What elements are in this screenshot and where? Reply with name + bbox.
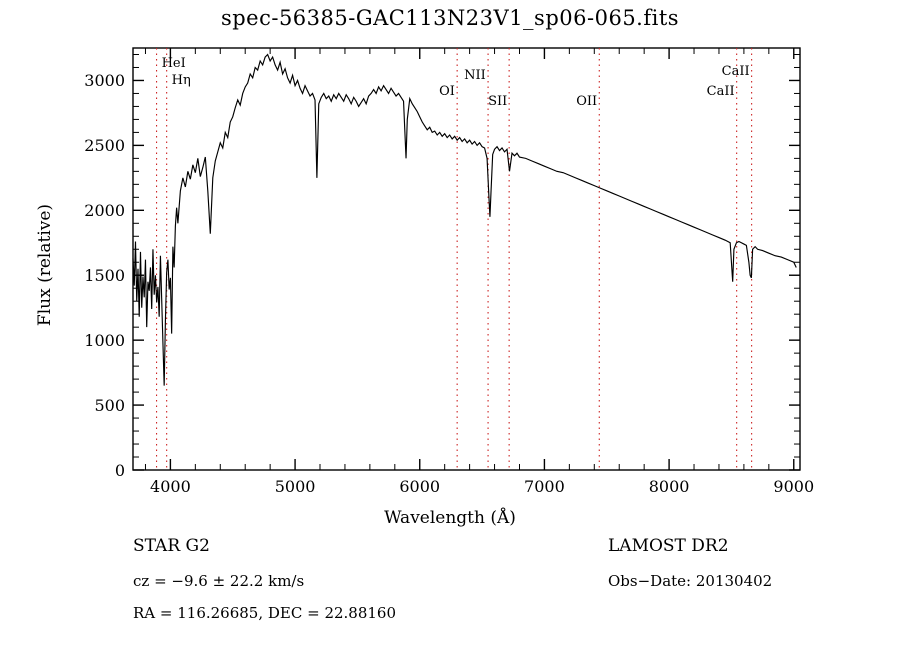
plot-frame	[132, 47, 801, 471]
x-axis-label: Wavelength (Å)	[384, 508, 516, 528]
page-title: spec-56385-GAC113N23V1_sp06-065.fits	[220, 6, 680, 30]
y-tick-label: 500	[94, 396, 125, 416]
velocity-text: cz = −9.6 ± 22.2 km/s	[133, 572, 305, 590]
y-tick-label: 1500	[84, 266, 125, 286]
x-tick-label: 8000	[648, 477, 690, 496]
y-tick-label: 1000	[84, 331, 125, 351]
y-tick-label: 2000	[84, 201, 125, 221]
spectral-line-label: OI	[439, 84, 455, 100]
x-tick-label: 4000	[150, 477, 191, 496]
x-tick-label: 6000	[399, 477, 441, 496]
spectral-line-label: Hη	[171, 73, 191, 89]
spectral-line-label: CaII	[721, 63, 750, 79]
spectral-line-label: CaII	[706, 84, 735, 100]
spectral-line-label: OII	[576, 93, 598, 109]
x-tick-label: 9000	[773, 477, 815, 496]
spectrum-trace	[132, 53, 797, 386]
x-tick-label: 7000	[524, 477, 565, 496]
obs-date-text: Obs−Date: 20130402	[608, 572, 773, 590]
survey-text: LAMOST DR2	[608, 536, 729, 556]
spectral-line-label: SII	[488, 93, 508, 109]
object-class-text: STAR G2	[133, 536, 210, 556]
y-tick-label: 0	[114, 461, 125, 480]
spectral-line-label: HeI	[161, 55, 186, 71]
y-tick-label: 2500	[84, 136, 125, 156]
spectral-line-label: NII	[464, 67, 486, 83]
coordinates-text: RA = 116.26685, DEC = 22.88160	[133, 604, 397, 622]
y-axis-label: Flux (relative)	[35, 203, 55, 327]
y-tick-label: 3000	[84, 71, 125, 91]
x-tick-label: 5000	[274, 477, 316, 496]
